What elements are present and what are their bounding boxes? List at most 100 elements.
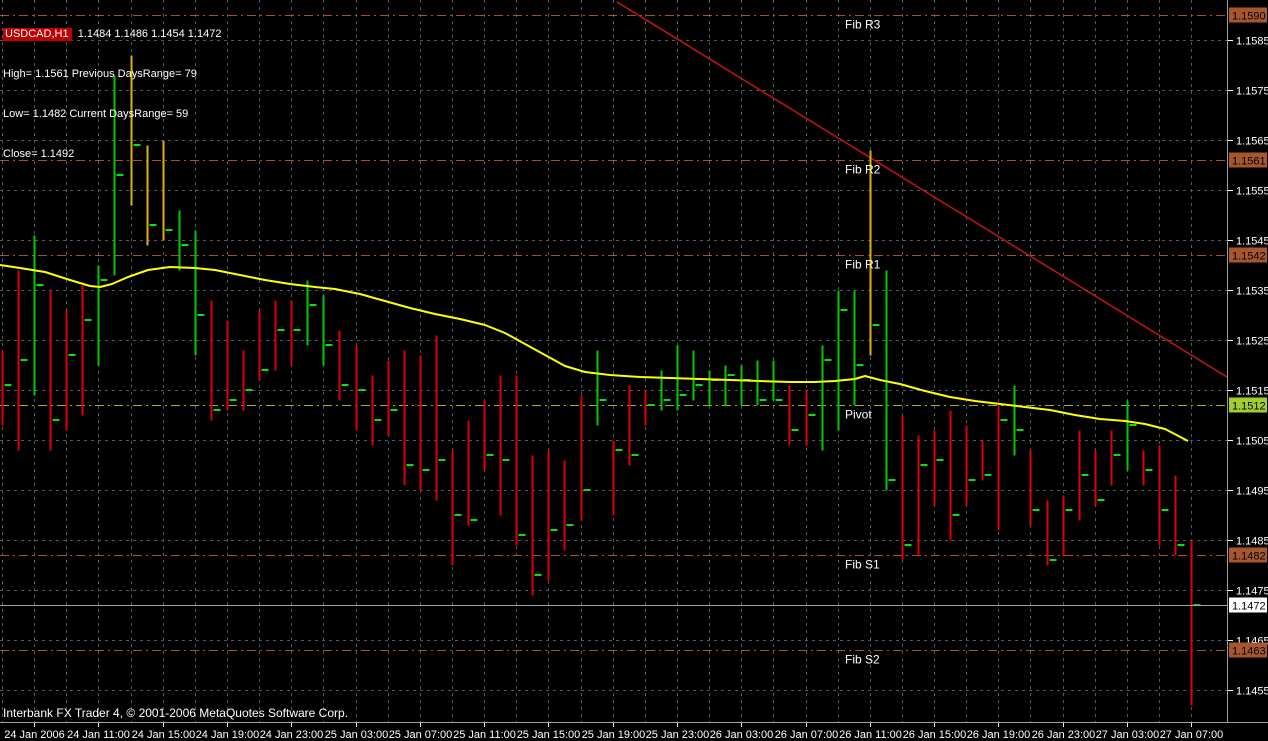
bar-close-tick bbox=[695, 384, 703, 386]
axis-tag-pivot: 1.1512 bbox=[1232, 401, 1266, 413]
axis-tag-fib-s2: 1.1463 bbox=[1232, 646, 1266, 658]
price-axis-label: 1.1565 bbox=[1236, 136, 1268, 148]
level-label-fib-s2: Fib S2 bbox=[845, 653, 880, 667]
bar-close-tick bbox=[872, 324, 880, 326]
time-axis-label: 24 Jan 11:00 bbox=[67, 729, 130, 741]
bar-close-tick bbox=[1097, 499, 1105, 501]
quote-info-line4: Close= 1.1492 bbox=[3, 148, 75, 160]
time-axis-label: 26 Jan 11:00 bbox=[839, 729, 902, 741]
bar-close-tick bbox=[727, 374, 735, 376]
axis-tag-fib-r2-box bbox=[1229, 152, 1267, 168]
bar-close-tick bbox=[341, 384, 349, 386]
bar-close-tick bbox=[647, 404, 655, 406]
bar-close-tick bbox=[4, 384, 12, 386]
bar-close-tick bbox=[84, 319, 92, 321]
bar-close-tick bbox=[20, 359, 28, 361]
bar-close-tick bbox=[518, 534, 526, 536]
bar-close-tick bbox=[374, 419, 382, 421]
time-axis-label: 26 Jan 15:00 bbox=[903, 729, 967, 741]
axis-tag-bid: 1.1472 bbox=[1232, 601, 1266, 613]
bar-close-tick bbox=[213, 409, 221, 411]
bar-close-tick bbox=[245, 389, 253, 391]
bar-close-tick bbox=[358, 389, 366, 391]
price-axis-label: 1.1545 bbox=[1236, 236, 1268, 248]
bar-close-tick bbox=[1177, 544, 1185, 546]
quote-info-line2: High= 1.1561 Previous DaysRange= 79 bbox=[3, 68, 197, 80]
bar-close-tick bbox=[486, 454, 494, 456]
bar-close-tick bbox=[952, 514, 960, 516]
axis-tag-fib-r3: 1.1590 bbox=[1232, 11, 1266, 23]
time-axis-label: 25 Jan 11:00 bbox=[453, 729, 516, 741]
bar-close-tick bbox=[566, 524, 574, 526]
bar-close-tick bbox=[390, 409, 398, 411]
time-axis-label: 26 Jan 07:00 bbox=[775, 729, 839, 741]
axis-tag-fib-s1-box bbox=[1229, 547, 1267, 563]
price-axis-label: 1.1515 bbox=[1236, 386, 1268, 398]
bar-close-tick bbox=[100, 279, 108, 281]
bar-close-tick bbox=[615, 449, 623, 451]
bar-close-tick bbox=[1145, 469, 1153, 471]
bar-close-tick bbox=[133, 144, 141, 146]
bar-close-tick bbox=[791, 429, 799, 431]
price-axis-label: 1.1455 bbox=[1236, 686, 1268, 698]
bar-close-tick bbox=[904, 544, 912, 546]
bar-close-tick bbox=[631, 454, 639, 456]
bar-close-tick bbox=[1113, 454, 1121, 456]
axis-tag-fib-r3-box bbox=[1229, 7, 1267, 23]
bar-close-tick bbox=[1049, 559, 1057, 561]
bar-close-tick bbox=[534, 574, 542, 576]
axis-tag-pivot-box bbox=[1229, 397, 1267, 413]
bar-close-tick bbox=[1081, 474, 1089, 476]
bar-close-tick bbox=[36, 284, 44, 286]
time-axis-label: 26 Jan 19:00 bbox=[967, 729, 1031, 741]
axis-tag-fib-r1: 1.1542 bbox=[1232, 251, 1266, 263]
bar-close-tick bbox=[599, 399, 607, 401]
price-axis-label: 1.1475 bbox=[1236, 586, 1268, 598]
time-axis-label: 25 Jan 23:00 bbox=[646, 729, 710, 741]
price-axis-label: 1.1555 bbox=[1236, 186, 1268, 198]
time-axis-label: 25 Jan 07:00 bbox=[389, 729, 453, 741]
moving-average-line bbox=[0, 264, 1189, 442]
bar-close-tick bbox=[759, 399, 767, 401]
bar-close-tick bbox=[888, 479, 896, 481]
bar-close-tick bbox=[229, 399, 237, 401]
time-axis-label: 24 Jan 15:00 bbox=[132, 729, 196, 741]
bar-close-tick bbox=[920, 464, 928, 466]
bar-close-tick bbox=[583, 489, 591, 491]
price-axis-label: 1.1575 bbox=[1236, 86, 1268, 98]
price-axis-label: 1.1525 bbox=[1236, 336, 1268, 348]
time-axis-label: 27 Jan 03:00 bbox=[1096, 729, 1160, 741]
quote-info-line3: Low= 1.1482 Current DaysRange= 59 bbox=[3, 108, 189, 120]
bar-close-tick bbox=[149, 224, 157, 226]
bar-close-tick bbox=[438, 459, 446, 461]
bar-close-tick bbox=[968, 479, 976, 481]
axis-tag-fib-s2-box bbox=[1229, 642, 1267, 658]
bar-close-tick bbox=[261, 369, 269, 371]
level-label-fib-r3: Fib R3 bbox=[845, 18, 881, 32]
bar-close-tick bbox=[856, 364, 864, 366]
time-axis-label: 25 Jan 15:00 bbox=[517, 729, 581, 741]
bar-close-tick bbox=[1016, 429, 1024, 431]
bar-close-tick bbox=[550, 529, 558, 531]
bar-close-tick bbox=[808, 414, 816, 416]
bar-close-tick bbox=[68, 354, 76, 356]
level-label-pivot: Pivot bbox=[845, 408, 872, 422]
bar-close-tick bbox=[936, 459, 944, 461]
bar-close-tick bbox=[470, 519, 478, 521]
bar-close-tick bbox=[309, 304, 317, 306]
time-axis-label: 25 Jan 19:00 bbox=[582, 729, 646, 741]
axis-tag-fib-r2: 1.1561 bbox=[1232, 156, 1266, 168]
bar-close-tick bbox=[1161, 509, 1169, 511]
bar-close-tick bbox=[181, 244, 189, 246]
bar-close-tick bbox=[663, 399, 671, 401]
time-axis-label: 27 Jan 07:00 bbox=[1160, 729, 1224, 741]
price-axis-label: 1.1585 bbox=[1236, 36, 1268, 48]
bar-close-tick bbox=[454, 514, 462, 516]
bar-close-tick bbox=[1032, 509, 1040, 511]
bar-close-tick bbox=[824, 359, 832, 361]
bar-close-tick bbox=[679, 394, 687, 396]
bar-close-tick bbox=[293, 329, 301, 331]
bar-close-tick bbox=[52, 419, 60, 421]
